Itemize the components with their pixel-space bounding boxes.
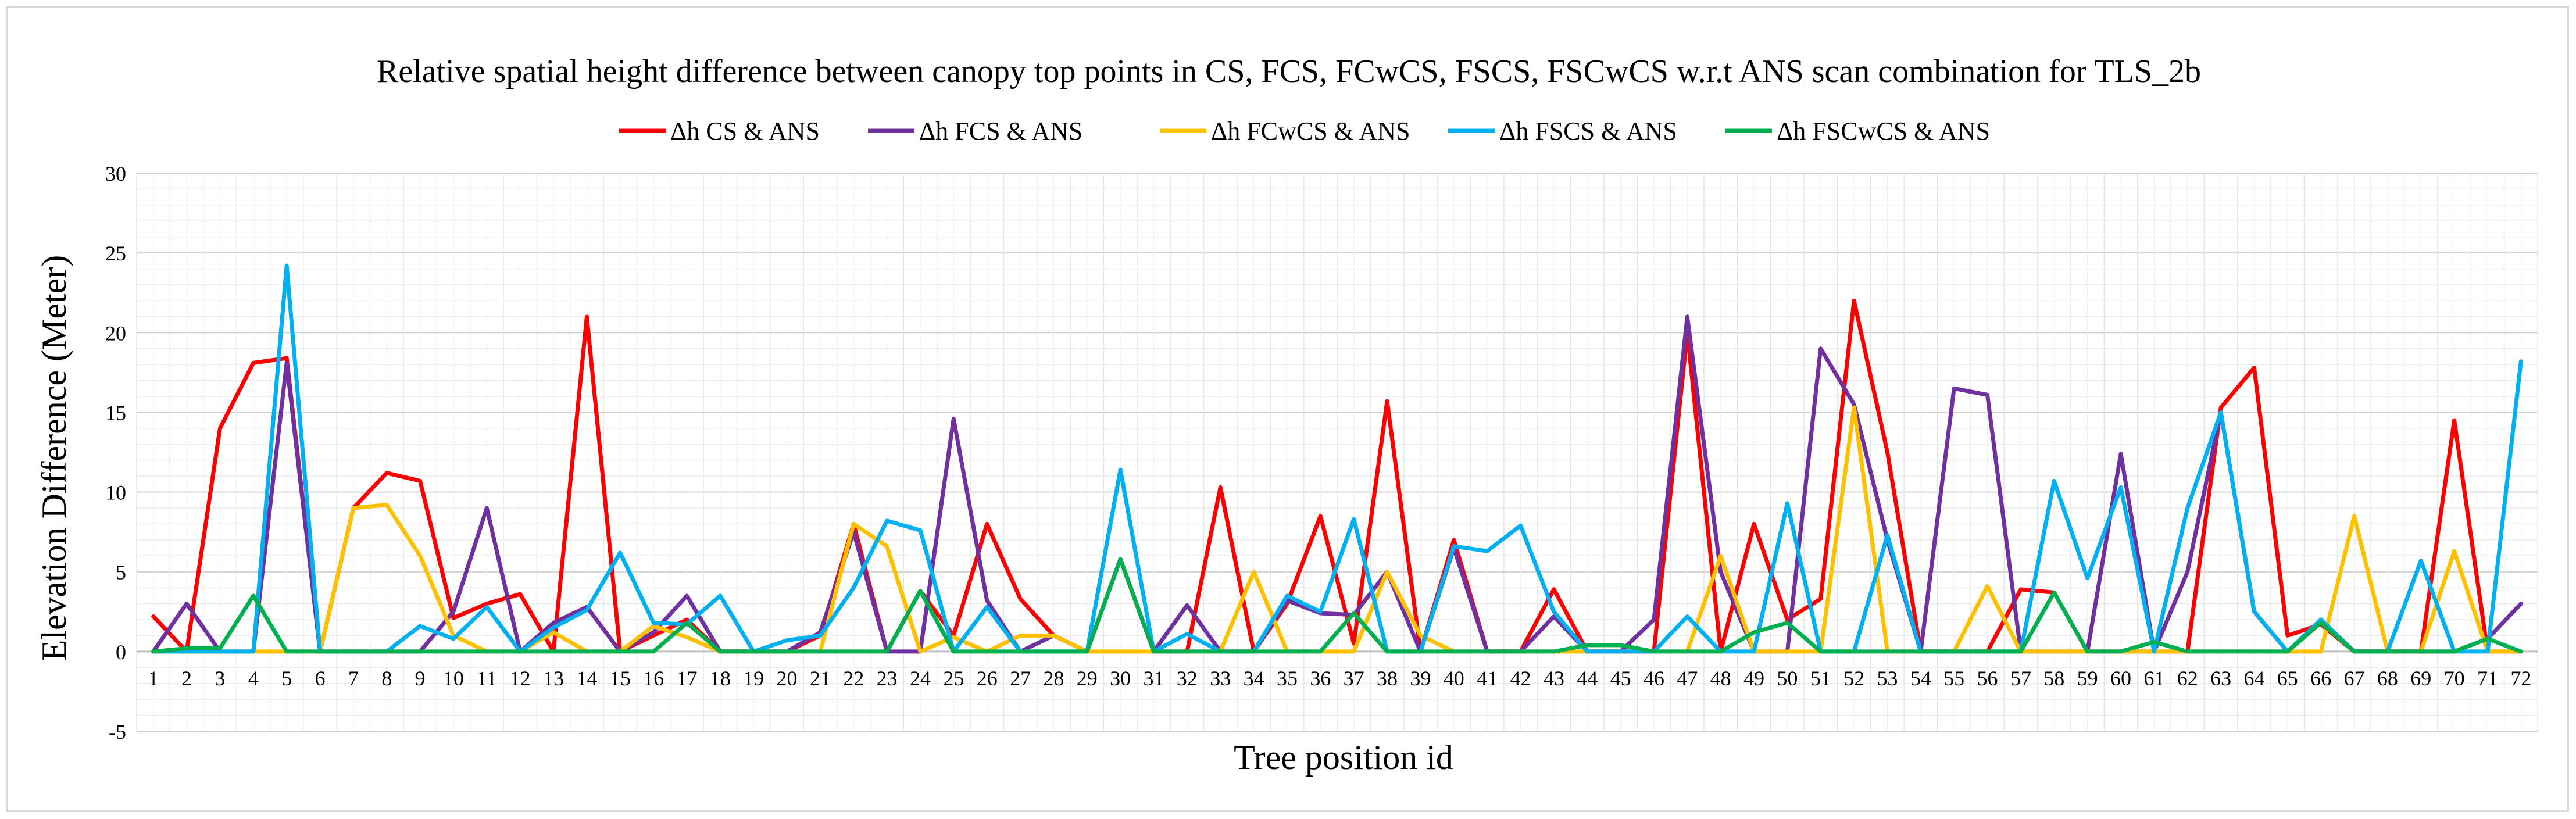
x-tick-label: 35 xyxy=(1277,667,1298,690)
x-tick-label: 19 xyxy=(743,667,764,690)
x-tick-label: 16 xyxy=(643,667,664,690)
x-tick-label: 60 xyxy=(2110,667,2131,690)
x-tick-label: 17 xyxy=(676,667,697,690)
y-tick-label: 20 xyxy=(105,321,126,345)
x-tick-label: 52 xyxy=(1843,667,1864,690)
y-tick-label: 30 xyxy=(105,162,126,185)
x-tick-label: 58 xyxy=(2043,667,2064,690)
x-tick-label: 46 xyxy=(1644,667,1664,690)
x-tick-label: 63 xyxy=(2210,667,2231,690)
x-tick-label: 22 xyxy=(843,667,864,690)
y-tick-label: 25 xyxy=(105,242,126,265)
x-tick-label: 51 xyxy=(1810,667,1831,690)
x-tick-label: 65 xyxy=(2277,667,2298,690)
x-tick-label: 29 xyxy=(1077,667,1098,690)
x-tick-label: 50 xyxy=(1777,667,1798,690)
x-tick-label: 38 xyxy=(1377,667,1398,690)
y-tick-label: -5 xyxy=(109,720,126,743)
x-tick-label: 49 xyxy=(1743,667,1764,690)
x-tick-label: 25 xyxy=(943,667,964,690)
x-tick-label: 20 xyxy=(777,667,798,690)
y-axis-title: Elevation Difference (Meter) xyxy=(35,255,73,661)
series-line xyxy=(151,314,2523,654)
x-tick-label: 56 xyxy=(1977,667,1998,690)
x-tick-label: 9 xyxy=(415,667,426,690)
x-tick-label: 13 xyxy=(543,667,564,690)
x-tick-label: 43 xyxy=(1544,667,1564,690)
x-tick-label: 39 xyxy=(1410,667,1431,690)
x-tick-label: 42 xyxy=(1510,667,1531,690)
x-tick-label: 27 xyxy=(1010,667,1031,690)
x-tick-label: 30 xyxy=(1110,667,1131,690)
x-tick-label: 53 xyxy=(1877,667,1898,690)
chart-frame: Relative spatial height difference betwe… xyxy=(6,6,2569,812)
y-tick-label: 15 xyxy=(105,401,126,424)
x-tick-label: 69 xyxy=(2410,667,2431,690)
x-tick-label: 5 xyxy=(281,667,292,690)
x-tick-label: 31 xyxy=(1144,667,1164,690)
x-tick-label: 18 xyxy=(710,667,731,690)
chart-title: Relative spatial height difference betwe… xyxy=(377,53,2201,90)
chart-svg: Relative spatial height difference betwe… xyxy=(35,53,2538,777)
x-tick-label: 67 xyxy=(2344,667,2365,690)
x-tick-label: 32 xyxy=(1177,667,1198,690)
x-tick-label: 44 xyxy=(1577,667,1598,690)
legend-label: Δh CS & ANS xyxy=(670,117,820,145)
legend-label: Δh FSCS & ANS xyxy=(1499,117,1677,145)
x-tick-label: 34 xyxy=(1244,667,1264,690)
y-tick-label: 5 xyxy=(116,561,126,584)
y-tick-label: 10 xyxy=(105,481,126,505)
series-line xyxy=(151,263,2523,654)
x-tick-label: 14 xyxy=(576,667,597,690)
x-tick-label: 71 xyxy=(2477,667,2498,690)
x-tick-label: 24 xyxy=(910,667,931,690)
x-tick-label: 33 xyxy=(1210,667,1231,690)
x-tick-label: 48 xyxy=(1710,667,1731,690)
x-tick-label: 4 xyxy=(248,667,259,690)
x-tick-label: 11 xyxy=(477,667,497,690)
x-tick-label: 3 xyxy=(215,667,225,690)
x-tick-label: 64 xyxy=(2243,667,2264,690)
x-tick-label: 8 xyxy=(381,667,392,690)
series-line xyxy=(151,557,2523,654)
x-tick-label: 12 xyxy=(510,667,531,690)
x-tick-label: 21 xyxy=(810,667,831,690)
x-tick-label: 37 xyxy=(1344,667,1364,690)
x-tick-label: 15 xyxy=(610,667,631,690)
series-lines xyxy=(151,263,2523,654)
x-tick-label: 36 xyxy=(1310,667,1331,690)
x-tick-label: 59 xyxy=(2077,667,2098,690)
legend-label: Δh FCwCS & ANS xyxy=(1211,117,1410,145)
x-tick-label: 62 xyxy=(2177,667,2198,690)
x-tick-label: 66 xyxy=(2310,667,2331,690)
x-tick-label: 57 xyxy=(2010,667,2031,690)
x-tick-label: 61 xyxy=(2143,667,2164,690)
x-axis-title: Tree position id xyxy=(1234,738,1453,777)
x-tick-label: 47 xyxy=(1677,667,1698,690)
legend-label: Δh FCS & ANS xyxy=(919,117,1082,145)
legend-label: Δh FSCwCS & ANS xyxy=(1777,117,1990,145)
x-tick-label: 7 xyxy=(348,667,359,690)
legend: Δh CS & ANS Δh FCS & ANS Δh FCwCS & ANS Δh … xyxy=(619,117,1990,145)
x-tick-label: 28 xyxy=(1043,667,1064,690)
y-tick-label: 0 xyxy=(116,641,126,664)
x-tick-label: 10 xyxy=(443,667,464,690)
x-tick-label: 6 xyxy=(315,667,325,690)
x-tick-label: 45 xyxy=(1610,667,1631,690)
series-5 xyxy=(151,557,2523,654)
x-tick-labels: 1 2 3 4 5 6 7 8 9 10 11 12 13 14 15 16 17 18 19 20 21 22 23 24 2… xyxy=(148,667,2532,690)
x-tick-label: 55 xyxy=(1943,667,1964,690)
x-tick-label: 40 xyxy=(1444,667,1464,690)
x-tick-label: 68 xyxy=(2377,667,2398,690)
x-tick-label: 2 xyxy=(181,667,192,690)
x-tick-label: 1 xyxy=(148,667,159,690)
x-tick-label: 41 xyxy=(1477,667,1498,690)
x-tick-label: 70 xyxy=(2444,667,2465,690)
y-tick-labels: -5 0 5 10 15 20 25 30 xyxy=(105,162,126,743)
x-tick-label: 54 xyxy=(1910,667,1931,690)
x-tick-label: 23 xyxy=(877,667,898,690)
x-tick-label: 26 xyxy=(977,667,998,690)
x-tick-label: 72 xyxy=(2510,667,2531,690)
